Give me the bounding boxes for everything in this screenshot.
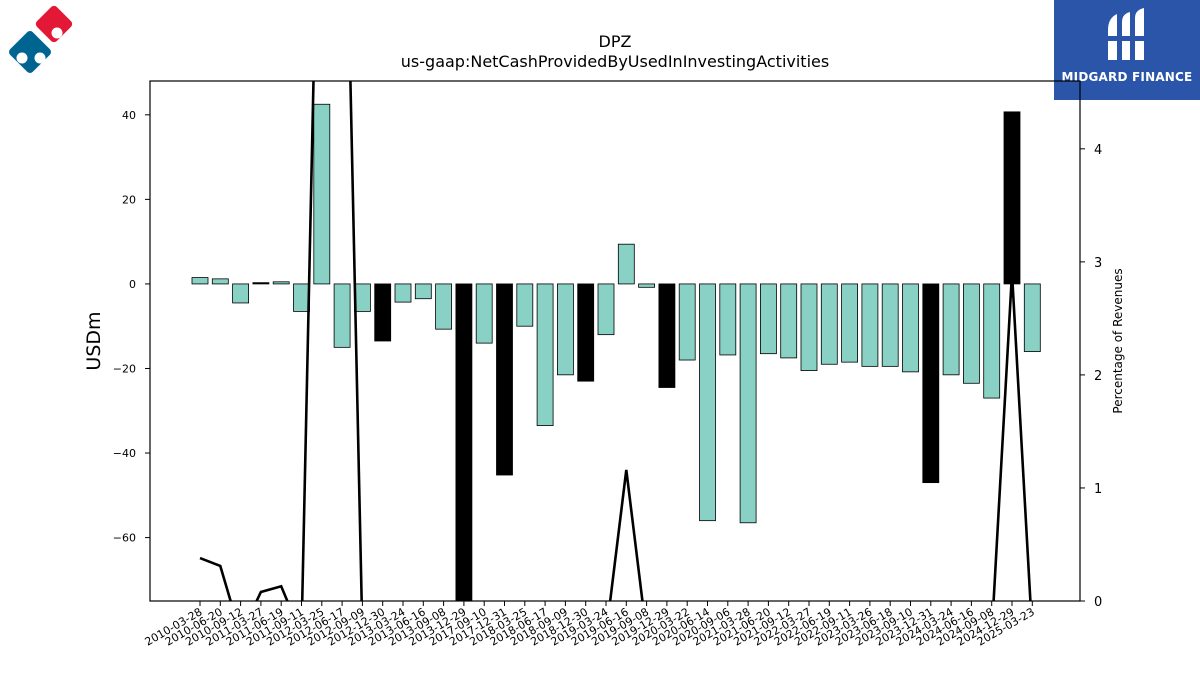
bar-2021-06-20 xyxy=(760,283,777,355)
bar-2020-06-14 xyxy=(699,283,716,522)
bar-2012-09-09 xyxy=(353,283,371,312)
bar-2019-09-08 xyxy=(638,283,655,288)
y2tick-label: 4 xyxy=(1094,143,1102,158)
midgard-finance-logo: MIDGARD FINANCE xyxy=(1054,0,1200,100)
y2tick-label: 3 xyxy=(1094,256,1102,271)
line-layer xyxy=(199,81,1032,601)
bar-2024-09-08 xyxy=(983,283,1001,399)
bar-2023-09-10 xyxy=(902,283,919,373)
plot-frame xyxy=(149,80,1081,602)
bar-2024-03-24 xyxy=(942,283,960,376)
bar-2018-09-09 xyxy=(557,283,574,376)
series-line-percentage xyxy=(199,81,1032,601)
chart-title-ticker: DPZ xyxy=(598,32,632,51)
bar-2022-03-27 xyxy=(800,283,818,371)
bar-2024-12-29 xyxy=(1003,111,1021,285)
bar-2022-09-11 xyxy=(841,283,858,363)
bar-2012-03-25 xyxy=(313,103,331,285)
chart-title-metric: us-gaap:NetCashProvidedByUsedInInvesting… xyxy=(400,52,830,71)
bar-2012-06-17 xyxy=(333,283,351,348)
bar-2012-12-30 xyxy=(374,283,392,342)
ytick-label: 40 xyxy=(122,109,136,122)
bar-2021-09-12 xyxy=(780,283,798,359)
bar-2020-09-06 xyxy=(719,283,737,356)
bar-2013-09-08 xyxy=(435,283,453,330)
y2tick-label: 0 xyxy=(1094,595,1102,610)
bar-2010-03-28 xyxy=(191,277,209,285)
bar-2017-12-31 xyxy=(496,283,513,476)
y2tick-label: 2 xyxy=(1094,369,1102,384)
bar-2011-03-27 xyxy=(252,282,270,285)
y2-axis-label: Percentage of Revenues xyxy=(1111,268,1125,413)
midgard-emblem-icon xyxy=(1106,8,1146,60)
bar-2018-06-17 xyxy=(536,283,554,426)
bar-2013-06-16 xyxy=(414,283,432,300)
bars-layer xyxy=(191,103,1041,601)
y2tick-label: 1 xyxy=(1094,482,1102,497)
bar-2011-06-19 xyxy=(272,281,290,285)
dominos-logo-icon xyxy=(4,4,86,90)
bar-2018-12-30 xyxy=(577,283,595,382)
ytick-label: −40 xyxy=(113,447,136,460)
bar-2023-12-31 xyxy=(922,283,940,484)
bar-2025-03-23 xyxy=(1023,283,1041,352)
bar-2018-03-25 xyxy=(516,283,534,327)
ytick-label: −60 xyxy=(113,532,136,545)
bar-2011-09-11 xyxy=(293,283,310,312)
bar-2019-03-24 xyxy=(597,283,615,336)
y-axis-label: USDm xyxy=(83,311,105,370)
bar-2010-09-12 xyxy=(232,283,250,304)
axes-layer: 40200−20−40−60012342010-03-282010-06-202… xyxy=(83,80,1125,649)
bar-2017-09-10 xyxy=(475,283,493,344)
bar-2022-06-19 xyxy=(820,283,838,365)
bar-2013-03-24 xyxy=(394,283,412,303)
bar-2020-03-22 xyxy=(678,283,696,361)
bar-2024-06-16 xyxy=(963,283,980,384)
bar-2021-03-28 xyxy=(739,283,757,524)
bar-2019-12-29 xyxy=(658,283,676,388)
ytick-label: −20 xyxy=(113,362,136,375)
bar-2013-12-29 xyxy=(455,283,473,601)
bar-2023-03-26 xyxy=(861,283,879,367)
bar-2019-06-16 xyxy=(617,243,635,285)
ytick-label: 0 xyxy=(129,278,136,291)
ytick-label: 20 xyxy=(122,193,136,206)
brand-name: MIDGARD FINANCE xyxy=(1061,70,1193,84)
bar-2023-06-18 xyxy=(881,283,899,367)
bar-2010-06-20 xyxy=(211,278,229,285)
